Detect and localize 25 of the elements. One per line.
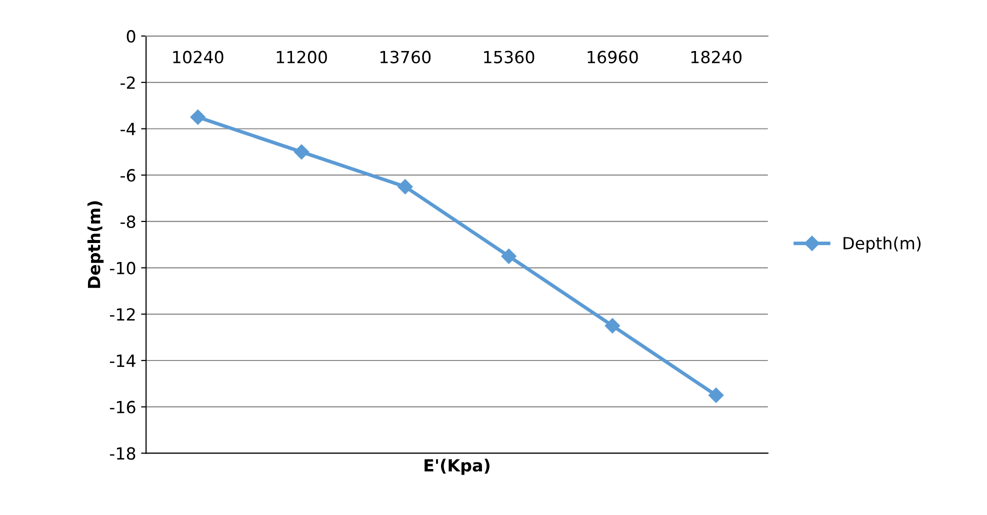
point xyxy=(190,110,206,125)
x-tick-label: 16960 xyxy=(588,50,638,64)
y-tick-label: -14 xyxy=(110,354,136,367)
x-tick-label: 11200 xyxy=(276,50,327,64)
point xyxy=(501,248,516,264)
x-axis-title: E'(Kpa) xyxy=(424,458,490,475)
y-tick-label: -12 xyxy=(110,308,135,320)
y-tick-label: -4 xyxy=(120,122,136,136)
point xyxy=(294,144,310,160)
legend-label: Depth(m) xyxy=(844,236,921,253)
x-tick-label: 18240 xyxy=(691,50,742,64)
y-axis-title: Depth(m) xyxy=(87,201,104,288)
x-tick-label: 13760 xyxy=(380,50,431,64)
x-tick-label: 10240 xyxy=(173,50,224,64)
y-tick-label: -16 xyxy=(110,400,136,414)
y-tick-label: -10 xyxy=(110,262,136,274)
point xyxy=(604,318,620,334)
x-tick-label: 15360 xyxy=(484,50,534,64)
point xyxy=(708,388,724,403)
y-tick-label: 0 xyxy=(126,30,136,43)
y-tick-label: -18 xyxy=(110,447,136,460)
point xyxy=(398,179,413,194)
y-tick-label: -2 xyxy=(120,76,135,89)
y-tick-label: -6 xyxy=(120,169,136,182)
y-tick-label: -8 xyxy=(120,215,136,228)
